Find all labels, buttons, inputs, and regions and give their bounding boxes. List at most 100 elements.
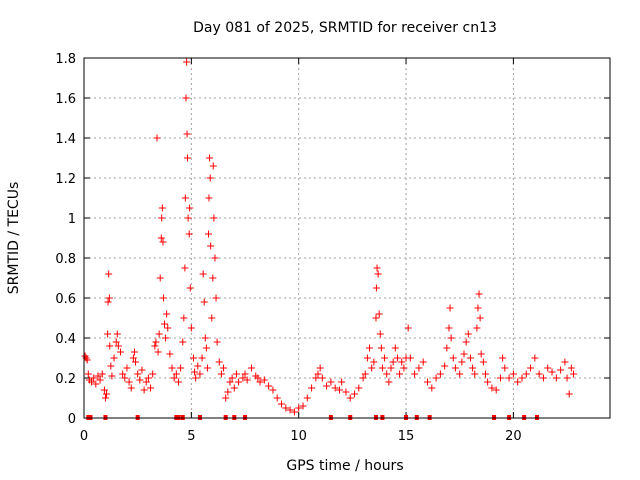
data-point	[544, 364, 552, 372]
data-point	[100, 386, 108, 394]
data-point	[290, 408, 298, 416]
data-point	[428, 384, 436, 392]
data-point	[441, 362, 449, 370]
y-tick-label: 1.8	[55, 52, 76, 67]
data-point	[154, 348, 162, 356]
data-point	[370, 358, 378, 366]
data-point	[179, 338, 187, 346]
data-point	[159, 294, 167, 302]
data-point	[185, 230, 193, 238]
data-point	[144, 374, 152, 382]
data-point	[436, 370, 444, 378]
y-tick-label: 0.6	[55, 292, 76, 307]
data-point	[129, 354, 137, 362]
data-point	[415, 364, 423, 372]
data-point	[217, 370, 225, 378]
data-point	[363, 354, 371, 362]
y-tick-label: 0.8	[55, 252, 76, 267]
data-point	[138, 366, 146, 374]
data-point	[338, 378, 346, 386]
x-tick-label: 10	[290, 429, 307, 444]
data-point	[187, 324, 195, 332]
data-point	[570, 370, 578, 378]
data-point	[509, 370, 517, 378]
data-point	[295, 404, 303, 412]
data-point	[424, 378, 432, 386]
data-point	[90, 374, 98, 382]
data-point	[98, 370, 106, 378]
data-point	[346, 394, 354, 402]
data-point	[335, 386, 343, 394]
data-point	[224, 388, 232, 396]
data-point	[96, 376, 104, 384]
data-point	[361, 370, 369, 378]
data-point	[260, 376, 268, 384]
data-point	[213, 338, 221, 346]
data-point	[475, 290, 483, 298]
data-point	[396, 370, 404, 378]
plot-frame	[83, 57, 611, 419]
data-point	[505, 374, 513, 382]
data-point	[192, 374, 200, 382]
y-tick-label: 1.4	[55, 132, 76, 147]
data-point	[168, 364, 176, 372]
data-point	[235, 378, 243, 386]
data-point	[230, 384, 238, 392]
data-point	[241, 370, 249, 378]
data-point	[136, 376, 144, 384]
data-point	[209, 274, 217, 282]
data-point	[481, 370, 489, 378]
data-point	[474, 304, 482, 312]
data-point	[518, 374, 526, 382]
data-point	[228, 374, 236, 382]
data-point	[419, 358, 427, 366]
data-point	[527, 364, 535, 372]
data-point	[83, 356, 91, 364]
data-point	[123, 364, 131, 372]
data-point	[451, 364, 459, 372]
data-point	[492, 386, 500, 394]
data-point	[147, 384, 155, 392]
data-point	[278, 400, 286, 408]
data-point	[202, 344, 210, 352]
data-point	[243, 376, 251, 384]
data-point	[471, 370, 479, 378]
data-point	[378, 364, 386, 372]
y-tick-label: 1.2	[55, 172, 76, 187]
data-point	[393, 354, 401, 362]
data-point	[121, 374, 129, 382]
data-point	[88, 378, 96, 386]
data-point	[432, 374, 440, 382]
data-point	[183, 154, 191, 162]
data-point	[158, 204, 166, 212]
data-point	[152, 338, 160, 346]
data-point	[181, 194, 189, 202]
data-point	[484, 378, 492, 386]
data-point	[183, 58, 191, 66]
data-point	[366, 344, 374, 352]
data-point	[445, 324, 453, 332]
y-tick-label: 1	[68, 212, 76, 227]
data-point	[191, 368, 199, 376]
data-point	[142, 378, 150, 386]
data-point	[194, 362, 202, 370]
y-axis-label: SRMTID / TECUs	[6, 182, 22, 295]
data-point	[209, 162, 217, 170]
data-point	[164, 324, 172, 332]
data-point	[497, 374, 505, 382]
data-point	[404, 324, 412, 332]
data-point	[387, 364, 395, 372]
data-point	[535, 370, 543, 378]
data-point	[299, 402, 307, 410]
data-point	[265, 382, 273, 390]
data-point	[155, 330, 163, 338]
data-point	[212, 294, 220, 302]
data-point	[189, 354, 197, 362]
data-point	[466, 354, 474, 362]
data-point	[375, 310, 383, 318]
data-point	[552, 374, 560, 382]
data-point	[108, 372, 116, 380]
data-point	[113, 330, 121, 338]
data-point	[163, 310, 171, 318]
